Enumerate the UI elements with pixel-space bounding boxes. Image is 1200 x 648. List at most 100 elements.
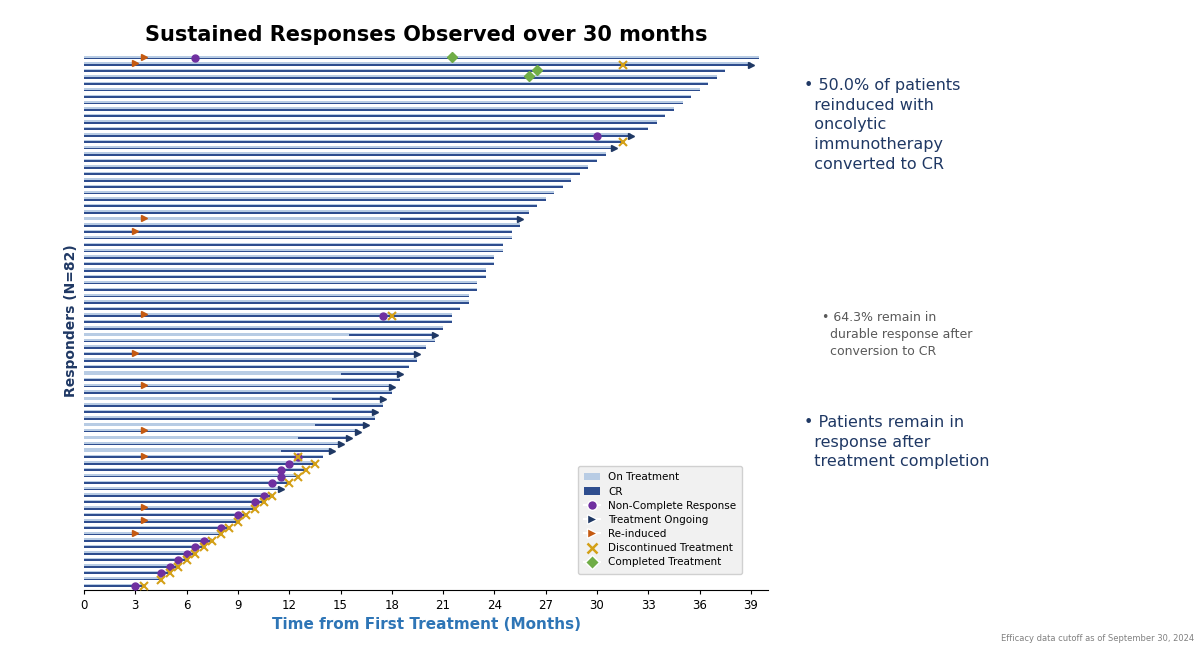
Bar: [84, 229, 511, 231]
Bar: [84, 493, 272, 495]
Bar: [84, 579, 161, 581]
Bar: [84, 384, 392, 386]
Bar: [84, 392, 392, 394]
Bar: [84, 461, 314, 463]
Bar: [332, 399, 383, 400]
Bar: [84, 321, 451, 323]
Bar: [84, 75, 716, 77]
Bar: [84, 218, 401, 220]
Bar: [84, 251, 503, 252]
Bar: [84, 481, 289, 482]
Bar: [84, 489, 281, 491]
Bar: [84, 217, 520, 218]
Bar: [84, 352, 418, 354]
Bar: [84, 379, 401, 381]
Bar: [84, 289, 478, 291]
Bar: [84, 268, 486, 270]
Bar: [84, 405, 383, 407]
Bar: [84, 96, 691, 98]
Bar: [84, 358, 418, 360]
Bar: [84, 205, 538, 207]
Bar: [84, 64, 751, 65]
Bar: [84, 146, 614, 148]
Bar: [84, 295, 469, 297]
Bar: [84, 225, 520, 227]
Bar: [84, 159, 598, 161]
Bar: [281, 450, 332, 452]
Bar: [84, 386, 392, 388]
Bar: [84, 294, 469, 295]
Bar: [84, 244, 503, 246]
Bar: [84, 319, 451, 321]
Bar: [84, 410, 374, 411]
Bar: [84, 95, 691, 97]
Bar: [84, 391, 392, 392]
Bar: [84, 468, 306, 470]
Bar: [84, 526, 229, 527]
Bar: [349, 334, 434, 336]
Bar: [84, 450, 281, 452]
Bar: [84, 437, 298, 439]
Bar: [84, 378, 401, 380]
Bar: [84, 546, 204, 548]
Bar: [84, 341, 434, 342]
Bar: [84, 500, 264, 502]
Bar: [84, 114, 666, 115]
Bar: [84, 513, 246, 515]
Bar: [84, 122, 656, 124]
Bar: [84, 238, 511, 240]
Bar: [84, 540, 212, 542]
Bar: [84, 411, 374, 413]
Bar: [84, 263, 494, 265]
Bar: [84, 572, 169, 574]
Bar: [84, 212, 529, 214]
Bar: [84, 347, 426, 349]
Bar: [84, 345, 426, 347]
Legend: On Treatment, CR, Non-Complete Response, Treatment Ongoing, Re-induced, Disconti: On Treatment, CR, Non-Complete Response,…: [577, 466, 743, 573]
Bar: [84, 173, 580, 175]
Bar: [84, 161, 598, 162]
Bar: [84, 502, 264, 503]
Bar: [84, 198, 546, 200]
Bar: [84, 559, 187, 561]
Text: • Patients remain in
  response after
  treatment completion: • Patients remain in response after trea…: [804, 415, 990, 469]
Text: • 50.0% of patients
  reinduced with
  oncolytic
  immunotherapy
  converted to : • 50.0% of patients reinduced with oncol…: [804, 78, 960, 172]
Bar: [84, 58, 760, 60]
Bar: [84, 571, 169, 572]
Bar: [84, 553, 196, 555]
Bar: [84, 249, 503, 251]
Bar: [84, 442, 341, 444]
Bar: [84, 211, 529, 212]
Bar: [84, 313, 451, 315]
Bar: [84, 418, 374, 419]
Bar: [84, 288, 478, 290]
Bar: [84, 71, 725, 72]
Bar: [84, 334, 349, 336]
Bar: [84, 448, 332, 450]
Bar: [84, 88, 700, 90]
Bar: [84, 558, 187, 560]
Bar: [84, 403, 383, 405]
Bar: [298, 437, 349, 439]
Bar: [84, 82, 708, 84]
Bar: [84, 476, 298, 478]
Bar: [84, 429, 358, 431]
Bar: [84, 416, 374, 418]
Bar: [84, 101, 683, 103]
Bar: [84, 115, 666, 117]
Bar: [84, 186, 563, 188]
Bar: [84, 83, 708, 85]
Bar: [84, 566, 178, 568]
Bar: [84, 397, 383, 399]
Bar: [84, 204, 538, 205]
Bar: [84, 353, 418, 355]
Bar: [84, 519, 238, 521]
Bar: [84, 366, 409, 368]
Bar: [401, 218, 520, 220]
Bar: [84, 179, 571, 181]
Bar: [84, 515, 246, 516]
Bar: [84, 139, 623, 141]
Bar: [84, 435, 349, 437]
Bar: [84, 583, 144, 585]
Bar: [84, 455, 324, 457]
